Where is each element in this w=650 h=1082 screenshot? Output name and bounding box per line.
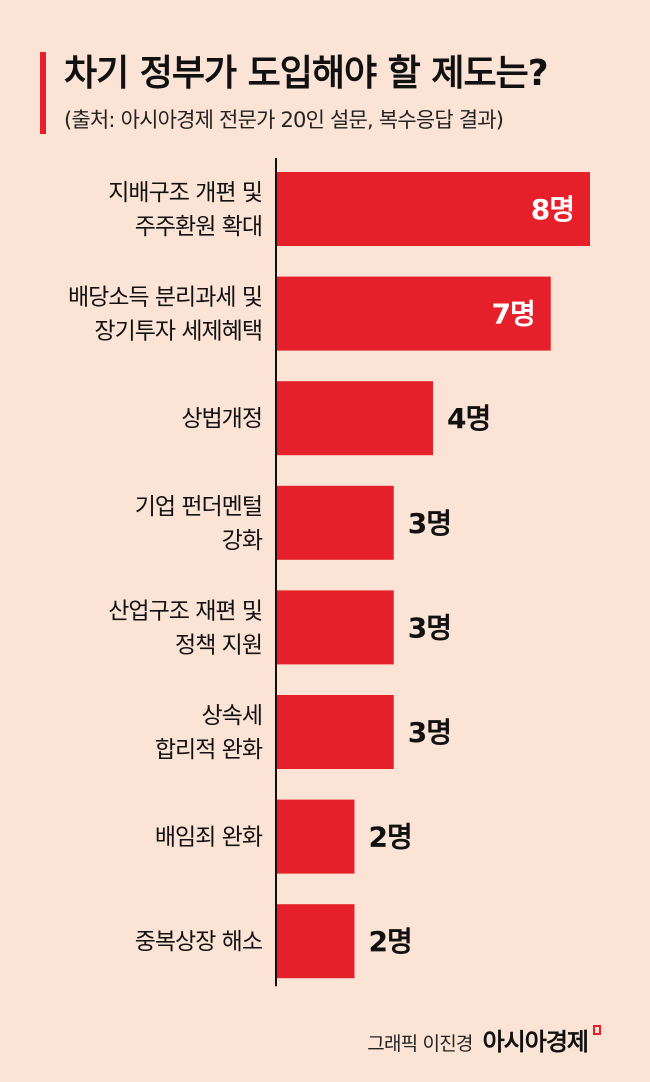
title-accent-bar [40, 52, 46, 134]
category-label-5-line-0: 상속세 [202, 703, 262, 729]
category-label-6-line-0: 배임죄 완화 [155, 825, 263, 851]
category-label-0-line-1: 주주환원 확대 [135, 214, 262, 240]
category-label-3-line-0: 기업 펀더멘털 [135, 494, 262, 520]
category-label-1-line-0: 배당소득 분리과세 및 [68, 285, 262, 311]
value-label-3: 3명 [408, 507, 451, 540]
value-label-0: 8명 [531, 193, 574, 226]
bar-6 [276, 799, 355, 874]
value-label-1: 7명 [492, 298, 535, 331]
category-label-2-line-0: 상법개정 [181, 406, 262, 432]
bar-0 [276, 172, 590, 246]
brand-logo: 아시아경제 [482, 1028, 589, 1056]
graphic-credit: 그래픽 이진경 [367, 1033, 473, 1055]
value-label-7: 2명 [369, 925, 412, 958]
chart-subtitle: (출처: 아시아경제 전문가 20인 설문, 복수응답 결과) [64, 108, 504, 132]
category-label-1-line-1: 장기투자 세제혜택 [94, 319, 262, 345]
brand-mark-icon [593, 1025, 601, 1035]
bar-2 [276, 381, 433, 456]
footer: 그래픽 이진경 아시아경제 [367, 1022, 601, 1057]
chart-header: 차기 정부가 도입해야 할 제도는? (출처: 아시아경제 전문가 20인 설문… [40, 52, 640, 142]
category-label-0-line-0: 지배구조 개편 및 [108, 180, 262, 206]
value-label-5: 3명 [408, 716, 451, 749]
category-label-4-line-0: 산업구조 재편 및 [108, 598, 262, 624]
value-label-4: 3명 [408, 611, 451, 644]
bar-5 [276, 695, 394, 769]
category-label-3-line-1: 강화 [222, 528, 263, 554]
value-label-6: 2명 [369, 821, 412, 854]
category-label-5-line-1: 합리적 완화 [155, 737, 263, 763]
category-label-4-line-1: 정책 지원 [175, 632, 262, 658]
value-label-2: 4명 [447, 402, 490, 435]
bar-1 [276, 276, 551, 351]
chart-title: 차기 정부가 도입해야 할 제도는? [64, 53, 549, 94]
bar-4 [276, 590, 394, 665]
category-label-7-line-0: 중복상장 해소 [135, 929, 262, 955]
bar-7 [276, 904, 355, 979]
bar-3 [276, 485, 394, 560]
